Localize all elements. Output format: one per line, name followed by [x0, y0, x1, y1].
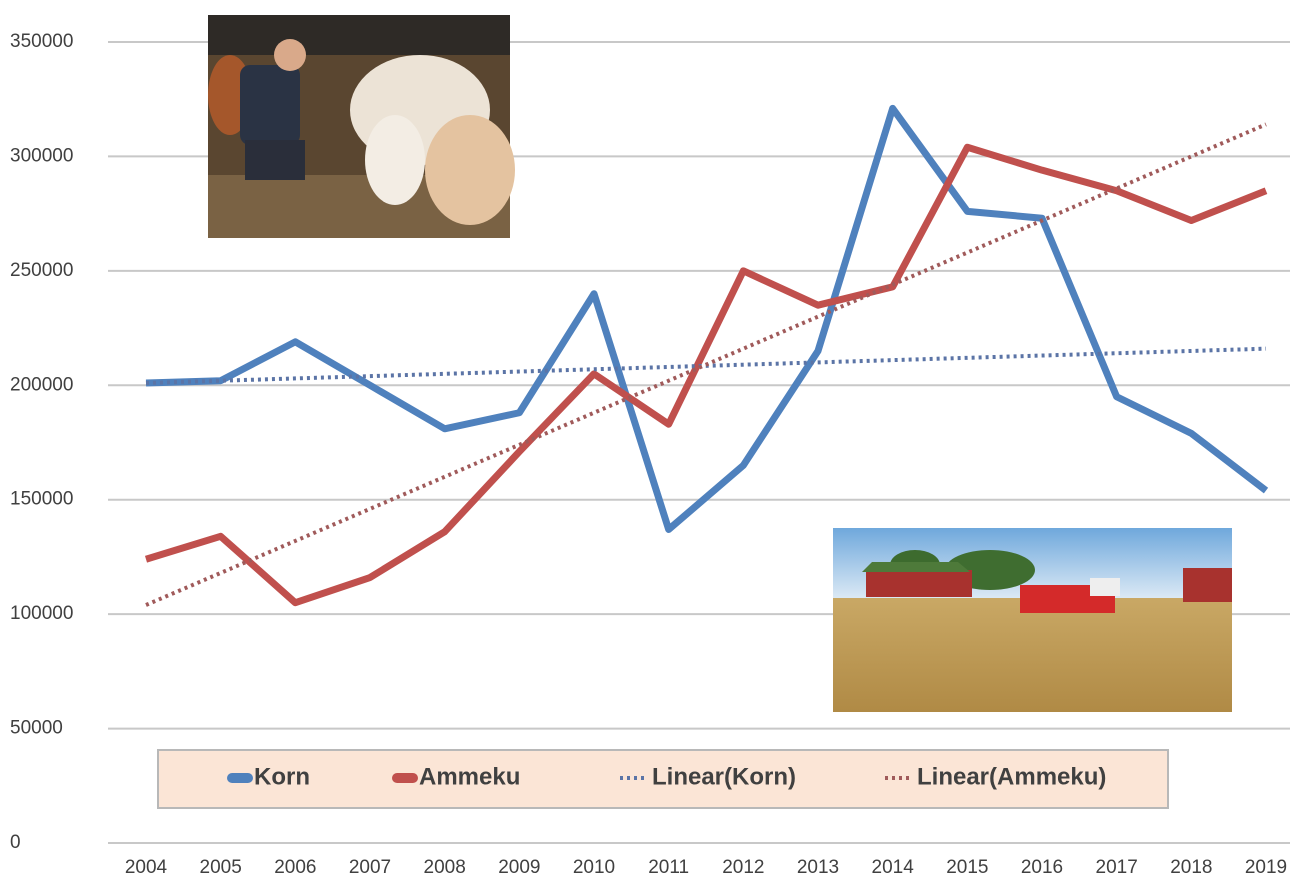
- x-tick-label: 2013: [797, 857, 839, 878]
- legend-label: Linear(Ammeku): [917, 763, 1106, 790]
- y-tick-label: 100000: [10, 603, 73, 624]
- x-tick-label: 2006: [274, 857, 316, 878]
- y-tick-label: 300000: [10, 145, 73, 166]
- cattle-photo: [208, 15, 515, 238]
- y-tick-label: 200000: [10, 374, 73, 395]
- legend-label: Linear(Korn): [652, 763, 796, 790]
- y-tick-label: 0: [10, 832, 21, 853]
- y-tick-label: 250000: [10, 260, 73, 281]
- series-line: [145, 104, 1269, 533]
- x-tick-label: 2005: [200, 857, 242, 878]
- series-line: [144, 143, 1268, 607]
- trend-line: [145, 122, 1267, 607]
- legend-label: Korn: [254, 763, 310, 790]
- x-tick-label: 2010: [573, 857, 615, 878]
- x-tick-label: 2016: [1021, 857, 1063, 878]
- legend-label: Ammeku: [419, 763, 520, 790]
- x-tick-label: 2014: [872, 857, 915, 878]
- x-tick-label: 2018: [1170, 857, 1212, 878]
- x-tick-label: 2017: [1096, 857, 1138, 878]
- x-tick-label: 2008: [424, 857, 466, 878]
- trend-line: [145, 346, 1267, 385]
- x-tick-label: 2012: [722, 857, 764, 878]
- x-tick-label: 2009: [498, 857, 540, 878]
- y-tick-label: 350000: [10, 31, 73, 52]
- y-tick-label: 50000: [10, 718, 63, 739]
- x-tick-label: 2007: [349, 857, 391, 878]
- legend-box: [157, 749, 1169, 809]
- x-tick-label: 2015: [946, 857, 988, 878]
- x-tick-label: 2019: [1245, 857, 1287, 878]
- x-tick-label: 2004: [125, 857, 168, 878]
- legend: Korn Ammeku Linear(Korn) Linear(Ammeku): [157, 749, 1169, 809]
- y-tick-label: 150000: [10, 489, 73, 510]
- field-photo: [833, 528, 1232, 712]
- x-tick-label: 2011: [648, 857, 689, 878]
